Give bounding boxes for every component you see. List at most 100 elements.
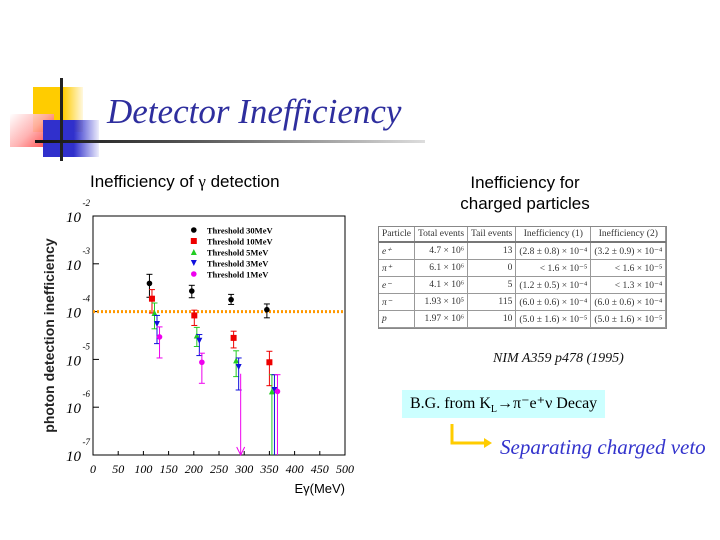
x-tick-label: 0	[90, 462, 96, 476]
table-body: e⁺ 4.7 × 10⁶ 13 (2.8 ± 0.8) × 10⁻⁴ (3.2 ± 0.…	[379, 242, 667, 328]
data-point	[188, 288, 195, 294]
data-point	[191, 271, 197, 277]
table-row: e⁺ 4.7 × 10⁶ 13 (2.8 ± 0.8) × 10⁻⁴ (3.2 ± 0.…	[379, 242, 667, 260]
column-header: Inefficiency (2)	[590, 227, 667, 243]
legend-label: Threshold 3MeV	[207, 259, 269, 269]
table-row: π⁺ 6.1 × 10⁶ 0 < 1.6 × 10⁻⁵ < 1.6 × 10⁻⁵	[379, 259, 667, 277]
table-cell: (6.0 ± 0.6) × 10⁻⁴	[590, 293, 667, 311]
heading-text: Inefficiency of	[90, 172, 199, 191]
upper-limit-arrow	[236, 446, 246, 457]
table-cell: 10	[467, 310, 517, 328]
table-cell: e⁻	[379, 276, 416, 294]
decor-vertical-line	[60, 78, 63, 161]
data-point	[268, 388, 275, 395]
y-tick-label: 10	[66, 306, 82, 322]
y-axis-label: photon detection inefficiency	[41, 238, 57, 433]
table-cell: 115	[467, 293, 517, 311]
data-point	[191, 312, 198, 319]
table-cell: < 1.6 × 10⁻⁵	[590, 259, 667, 277]
charged-heading: Inefficiency for charged particles	[400, 172, 650, 214]
bg-text: →π⁻e⁺ν Decay	[497, 395, 598, 412]
legend-label: Threshold 5MeV	[207, 248, 269, 258]
y-tick-label: 10	[66, 210, 82, 226]
bg-text: B.G. from K	[410, 395, 491, 412]
data-point	[193, 332, 200, 339]
inefficiency-table: Particle Total events Tail events Inefficie…	[378, 226, 668, 329]
data-point	[228, 296, 234, 303]
table-cell: 13	[467, 242, 517, 260]
gamma-symbol: γ	[198, 172, 206, 191]
y-tick-label: 10	[66, 449, 82, 465]
x-tick-label: 200	[185, 462, 203, 476]
y-tick-label: 10	[66, 353, 82, 369]
x-tick-label: 150	[160, 462, 178, 476]
heading-line: Inefficiency for	[470, 173, 580, 192]
y-tick-exponent: -3	[83, 246, 91, 256]
legend-label: Threshold 30MeV	[207, 226, 274, 236]
table-cell: (2.8 ± 0.8) × 10⁻⁴	[515, 242, 592, 260]
data-point	[191, 227, 197, 233]
table-cell: 0	[467, 259, 517, 277]
slide-title: Detector Inefficiency	[107, 92, 402, 131]
data-point	[230, 334, 237, 341]
table-cell: e⁺	[379, 242, 416, 260]
column-header: Particle	[379, 227, 416, 243]
x-tick-label: 400	[286, 462, 304, 476]
data-point	[271, 386, 278, 393]
table-cell: 4.1 × 10⁶	[414, 276, 469, 294]
table-cell: < 1.3 × 10⁻⁴	[590, 276, 667, 294]
data-point	[266, 359, 273, 366]
decor-blue-square	[43, 120, 99, 157]
table-cell: π⁺	[379, 259, 416, 277]
table-cell: (3.2 ± 0.9) × 10⁻⁴	[590, 242, 667, 260]
legend-label: Threshold 1MeV	[207, 270, 269, 280]
x-tick-label: 250	[210, 462, 228, 476]
y-tick-exponent: -5	[83, 341, 91, 351]
table-header-row: Particle Total events Tail events Inefficie…	[379, 227, 667, 243]
table-cell: 6.1 × 10⁶	[414, 259, 469, 277]
reference-citation: NIM A359 p478 (1995)	[493, 351, 624, 366]
x-tick-label: 350	[259, 462, 278, 476]
table-cell: p	[379, 310, 416, 328]
y-tick-exponent: -2	[83, 198, 91, 208]
table-cell: 1.97 × 10⁶	[414, 310, 469, 328]
y-tick-exponent: -6	[83, 389, 91, 399]
x-axis-label: Eγ(MeV)	[294, 481, 345, 496]
table-cell: 1.93 × 10⁵	[414, 293, 469, 311]
table-row: p 1.97 × 10⁶ 10 (5.0 ± 1.6) × 10⁻⁵ (5.0 ± 1.…	[379, 310, 667, 328]
data-point	[148, 295, 155, 302]
data-point	[196, 337, 203, 344]
legend-label: Threshold 10MeV	[207, 237, 274, 247]
y-tick-label: 10	[66, 258, 82, 274]
table-cell: (1.2 ± 0.5) × 10⁻⁴	[515, 276, 592, 294]
column-header: Total events	[414, 227, 469, 243]
data-point	[190, 249, 197, 255]
data-point	[151, 310, 158, 317]
table-cell: 4.7 × 10⁶	[414, 242, 469, 260]
data-point	[156, 334, 163, 340]
data-point	[190, 260, 197, 266]
data-point	[154, 321, 161, 328]
data-point	[264, 306, 270, 313]
table-cell: < 1.6 × 10⁻⁵	[515, 259, 592, 277]
bg-subscript: L	[490, 404, 497, 416]
data-point	[274, 388, 281, 395]
inefficiency-chart: 0 50 100 150 200 250 300 350 400 450 50010-210-310…	[41, 198, 354, 496]
y-tick-label: 10	[66, 401, 82, 417]
table-cell: (5.0 ± 1.6) × 10⁻⁵	[590, 310, 667, 328]
chart-heading: Inefficiency of γ detection	[90, 172, 280, 192]
heading-text: detection	[205, 172, 280, 191]
x-tick-label: 100	[134, 462, 152, 476]
data-point	[235, 364, 242, 371]
data-point	[199, 359, 205, 366]
table-cell: (5.0 ± 1.6) × 10⁻⁵	[515, 310, 592, 328]
x-tick-label: 500	[336, 462, 354, 476]
arrow-icon	[450, 424, 492, 448]
table-cell: 5	[467, 276, 517, 294]
y-tick-exponent: -7	[83, 437, 91, 447]
data-point	[233, 357, 240, 364]
title-underline	[35, 140, 425, 143]
x-tick-label: 300	[234, 462, 253, 476]
table-cell: π⁻	[379, 293, 416, 311]
